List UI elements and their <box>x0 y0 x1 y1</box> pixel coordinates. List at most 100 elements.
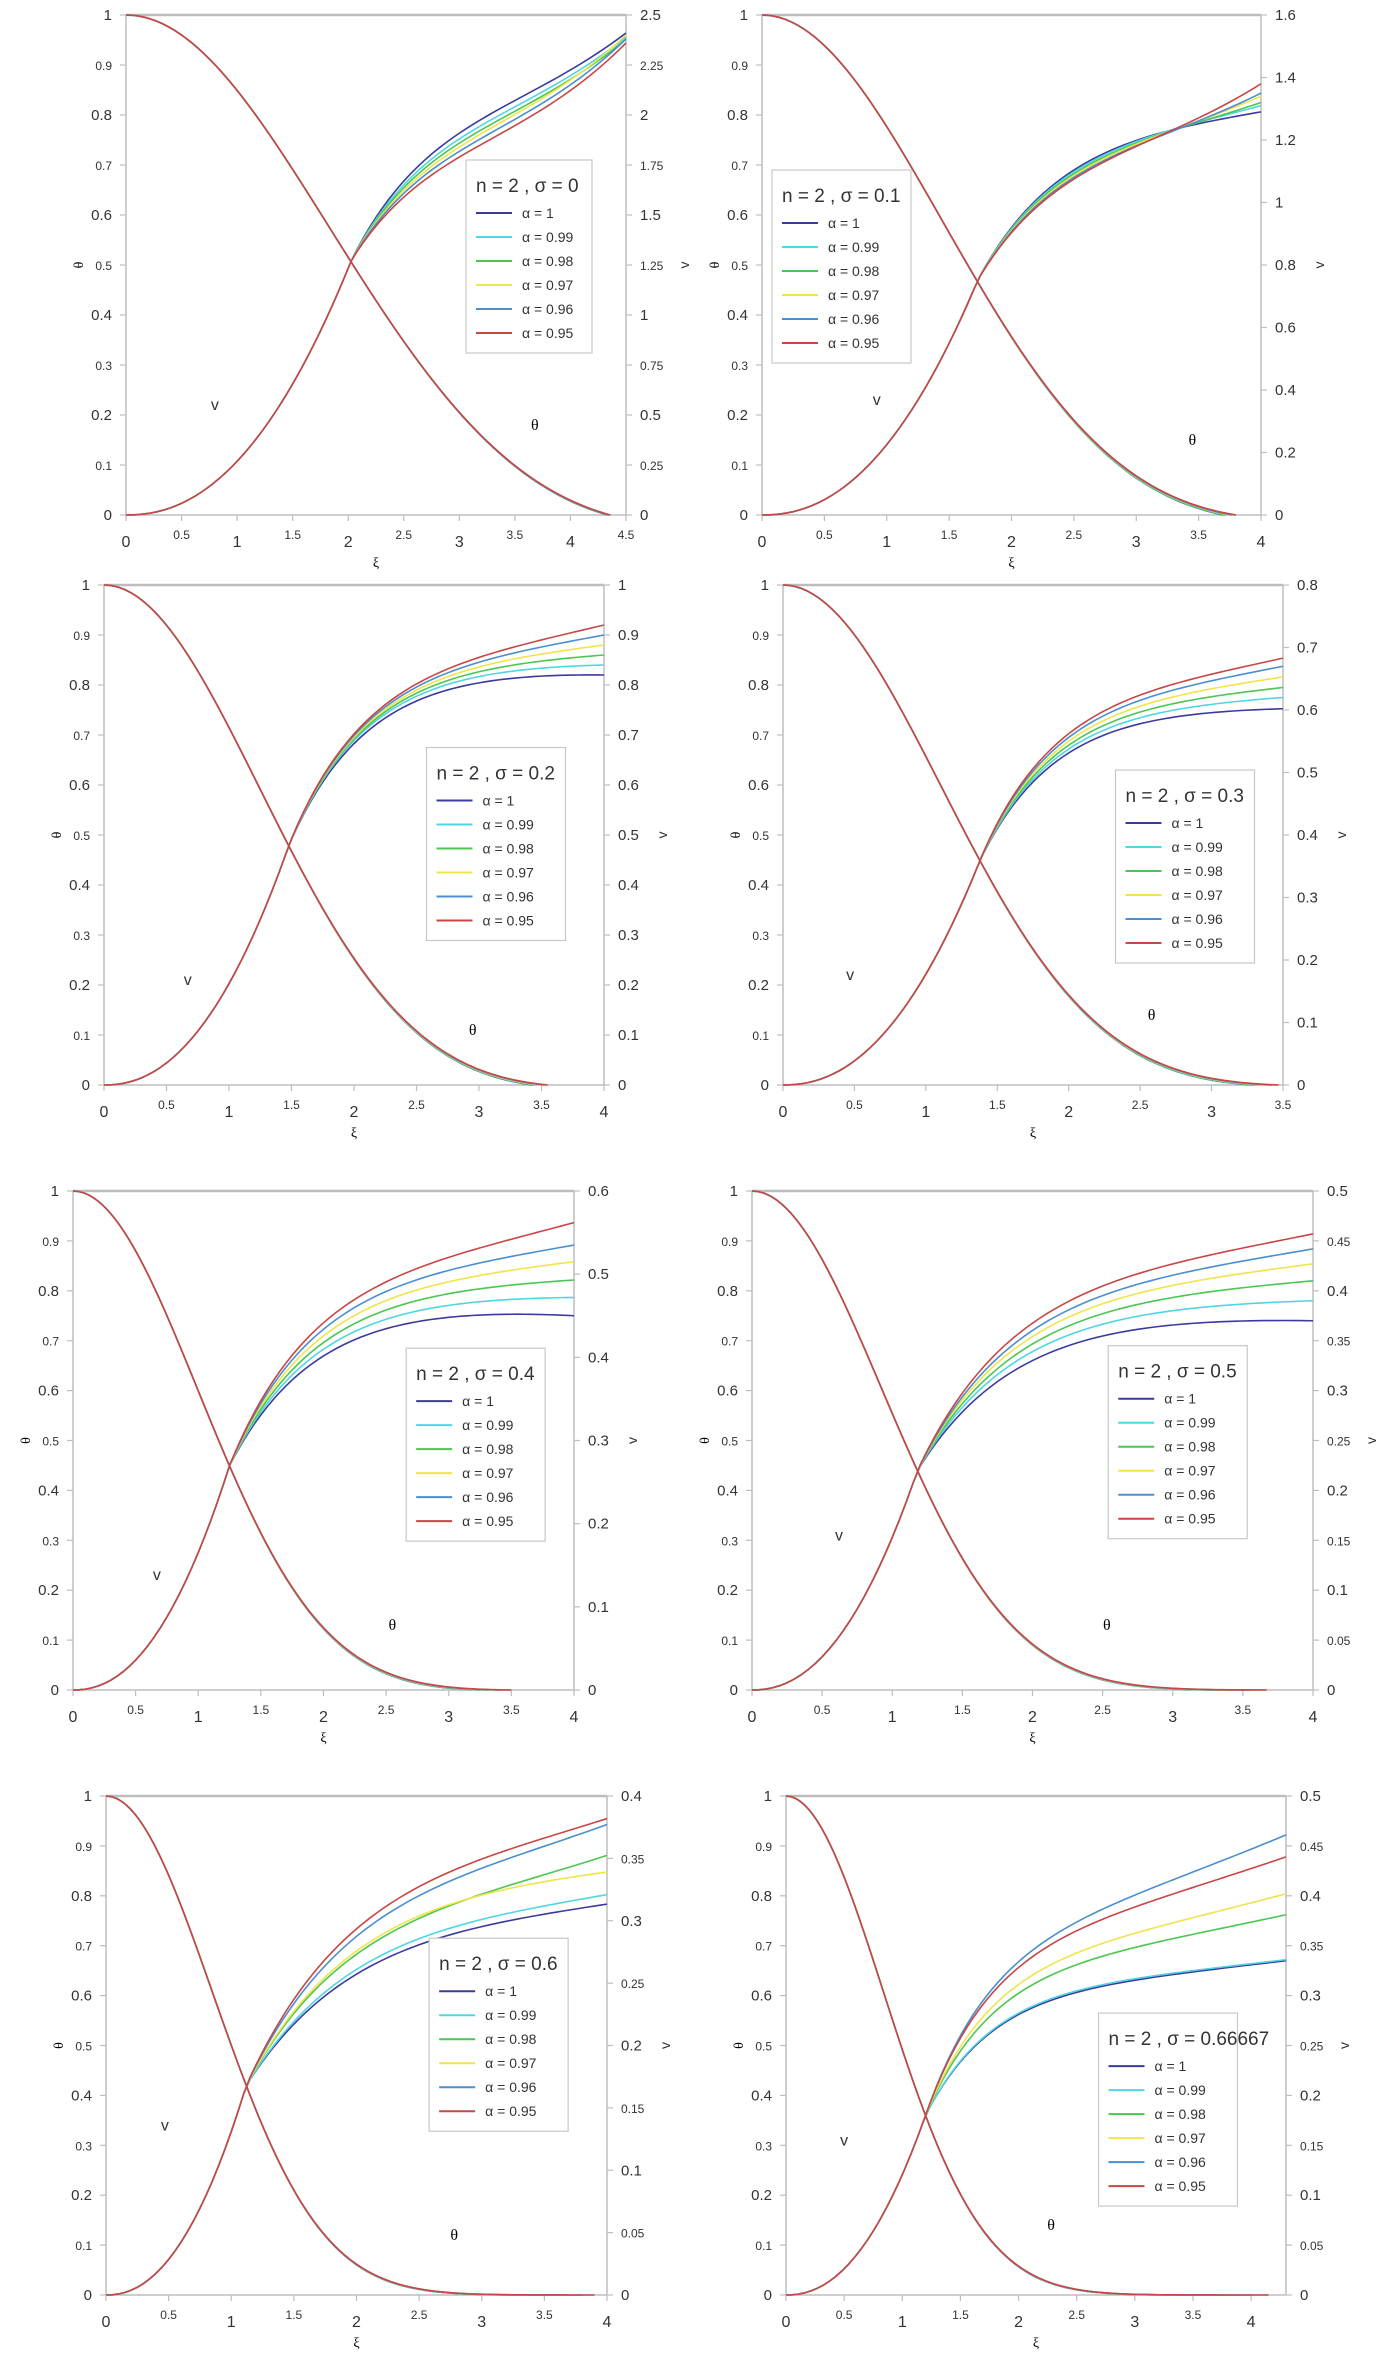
y-right-tick-label: 0.25 <box>640 459 664 473</box>
y-right-tick-label: 2 <box>640 107 648 124</box>
theta-curve-0.97 <box>751 1190 1236 1691</box>
x-axis-label: ξ <box>320 1731 326 1746</box>
y-right-tick-label: 1.2 <box>1275 132 1296 149</box>
v-curve-1 <box>125 32 627 516</box>
y-left-tick-label: 0.6 <box>38 1383 59 1400</box>
legend: n = 2 , σ = 0.66667 α = 1 α = 0.99 α = 0.98… <box>1097 2012 1269 2207</box>
theta-curve-0.96 <box>105 1795 582 2296</box>
y-left-tick-label: 0.2 <box>71 2187 92 2204</box>
x-tick-label: 0.5 <box>158 1098 175 1112</box>
y-left-tick-label: 0.3 <box>73 929 90 943</box>
y-right-tick-label: 0.4 <box>1300 1888 1321 1905</box>
y-left-tick-label: 0.4 <box>727 307 748 324</box>
v-curve-0.95 <box>105 1817 608 2296</box>
legend-item-label: α = 1 <box>483 793 515 809</box>
legend-item-label: α = 0.99 <box>485 2007 537 2023</box>
y-right-tick-label: 0.9 <box>618 627 639 644</box>
legend-item-label: α = 0.98 <box>522 253 574 269</box>
y-left-tick-label: 0.3 <box>721 1534 738 1548</box>
x-tick-label: 2.5 <box>411 2308 428 2322</box>
y-left-tick-label: 0 <box>740 507 748 524</box>
theta-curve-0.96 <box>72 1190 502 1691</box>
theta-annotation: θ <box>469 1022 477 1039</box>
v-curve-1 <box>103 674 605 1086</box>
v-curve-0.95 <box>751 1233 1314 1691</box>
y-right-tick-label: 0.8 <box>1275 257 1296 274</box>
y-left-tick-label: 0.7 <box>42 1335 59 1349</box>
legend-item-label: α = 0.98 <box>1172 863 1224 879</box>
y-right-tick-label: 0 <box>588 1682 596 1699</box>
x-tick-label: 3.5 <box>1275 1098 1292 1112</box>
v-curve-1 <box>72 1313 575 1691</box>
x-tick-label: 3.5 <box>533 1098 550 1112</box>
legend-item-label: α = 0.98 <box>828 263 880 279</box>
y-left-axis-label: θ <box>19 1437 34 1444</box>
v-curve-0.96 <box>125 38 627 516</box>
v-curve-0.98 <box>761 101 1262 516</box>
y-right-tick-label: 1.25 <box>640 259 664 273</box>
legend-item-label: α = 0.95 <box>483 913 535 929</box>
legend-item-label: α = 0.96 <box>522 301 574 317</box>
y-right-tick-label: 0.4 <box>1275 382 1296 399</box>
v-curve-0.98 <box>72 1279 575 1691</box>
theta-curve-1 <box>782 584 1254 1086</box>
x-tick-label: 0 <box>748 1709 757 1726</box>
theta-curve-1 <box>761 14 1224 516</box>
v-curve-0.95 <box>103 624 605 1086</box>
x-tick-label: 4.5 <box>618 528 635 542</box>
y-right-tick-label: 0.1 <box>1327 1582 1348 1599</box>
y-left-tick-label: 0.2 <box>91 407 112 424</box>
y-left-tick-label: 0.6 <box>751 1988 772 2005</box>
theta-curve-0.98 <box>125 14 609 516</box>
v-annotation: v <box>153 1567 161 1584</box>
y-right-axis-label: v <box>657 2042 673 2049</box>
legend-item-label: α = 0.97 <box>828 287 880 303</box>
y-right-tick-label: 0.3 <box>1327 1383 1348 1400</box>
y-left-tick-label: 0.6 <box>91 207 112 224</box>
v-curve-0.97 <box>103 644 605 1086</box>
y-left-tick-label: 0.6 <box>727 207 748 224</box>
v-curve-0.96 <box>105 1823 608 2296</box>
legend-item-label: α = 1 <box>462 1393 494 1409</box>
y-right-axis-label: v <box>1333 832 1349 839</box>
y-left-tick-label: 0.2 <box>748 977 769 994</box>
y-right-axis-label: v <box>676 262 692 269</box>
legend-item-label: α = 0.99 <box>522 229 574 245</box>
y-left-tick-label: 0.2 <box>69 977 90 994</box>
x-tick-label: 1 <box>227 2314 236 2331</box>
v-annotation: v <box>211 397 219 414</box>
y-left-tick-label: 0.1 <box>95 459 112 473</box>
x-tick-label: 0.5 <box>814 1703 831 1717</box>
y-left-tick-label: 0.7 <box>75 1940 92 1954</box>
y-right-axis-label: v <box>1336 2042 1352 2049</box>
x-axis-label: ξ <box>1030 1126 1036 1141</box>
v-annotation: v <box>846 967 854 984</box>
x-tick-label: 0 <box>782 2314 791 2331</box>
legend: n = 2 , σ = 0.3 α = 1 α = 0.99 α = 0.98 α = … <box>1114 769 1256 964</box>
y-right-tick-label: 0 <box>1300 2287 1308 2304</box>
v-curve-0.99 <box>125 36 627 516</box>
legend-item-label: α = 0.95 <box>1164 1511 1216 1527</box>
theta-curve-0.98 <box>103 584 538 1086</box>
y-left-tick-label: 0.8 <box>717 1283 738 1300</box>
theta-curve-0.97 <box>761 14 1230 516</box>
x-tick-label: 3 <box>1168 1709 1177 1726</box>
x-tick-label: 1 <box>225 1104 234 1121</box>
y-right-tick-label: 0.45 <box>1327 1235 1351 1249</box>
x-tick-label: 4 <box>570 1709 579 1726</box>
theta-curve-0.96 <box>782 584 1272 1086</box>
y-right-axis-label: v <box>654 832 670 839</box>
legend-item-label: α = 0.95 <box>462 1513 514 1529</box>
x-tick-label: 2.5 <box>1068 2308 1085 2322</box>
legend-item-label: α = 0.99 <box>828 239 880 255</box>
y-right-tick-label: 0.35 <box>621 1852 645 1866</box>
theta-curve-0.98 <box>782 584 1261 1086</box>
legend-item-label: α = 0.96 <box>462 1489 514 1505</box>
y-right-tick-label: 1 <box>1275 195 1283 212</box>
y-right-tick-label: 0.25 <box>1327 1435 1351 1449</box>
x-tick-label: 2.5 <box>1066 528 1083 542</box>
